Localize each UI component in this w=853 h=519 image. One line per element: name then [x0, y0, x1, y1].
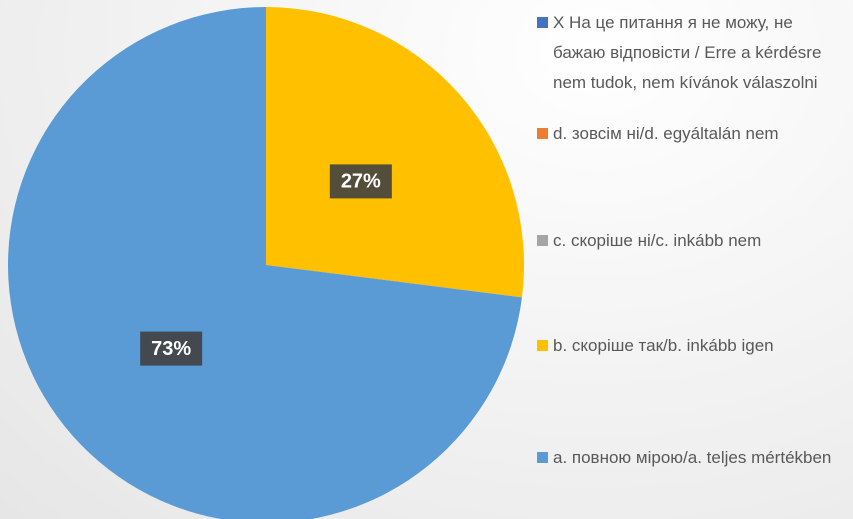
- pie-slice: [8, 7, 522, 519]
- data-label: 73%: [151, 338, 191, 360]
- data-label: 27%: [341, 171, 381, 193]
- data-label-box: [329, 164, 392, 199]
- data-label-box: [140, 331, 203, 366]
- legend-label: b. скоріше так/b. inkább igen: [553, 336, 774, 355]
- legend-swatch: [537, 340, 548, 351]
- legend-swatch: [537, 452, 548, 463]
- legend-label: d. зовсім ні/d. egyáltalán nem: [553, 124, 779, 143]
- legend-label: X На це питання я не можу, не бажаю відп…: [553, 13, 822, 92]
- legend-swatch: [537, 128, 548, 139]
- legend-label: a. повною мірою/a. teljes mértékben: [553, 448, 832, 467]
- legend-label: c. скоріше ні/c. inkább nem: [553, 231, 762, 250]
- legend-swatch: [537, 17, 548, 28]
- legend-swatch: [537, 235, 548, 246]
- pie-slice: [266, 7, 524, 298]
